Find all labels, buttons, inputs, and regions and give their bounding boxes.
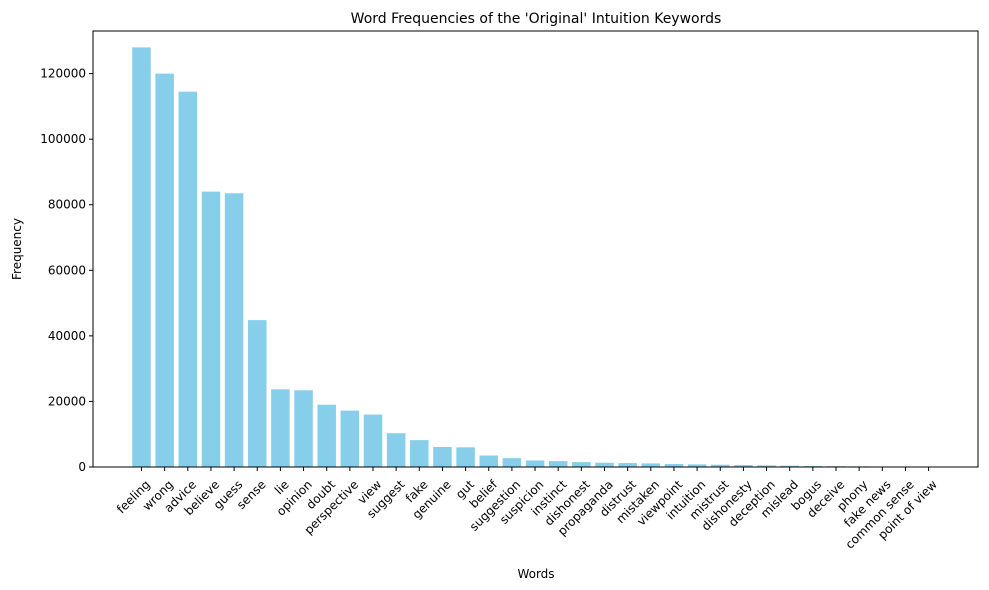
y-tick-label: 20000 — [48, 394, 86, 408]
bar-doubt — [317, 404, 336, 467]
bar-gut — [456, 447, 475, 467]
bar-view — [363, 414, 383, 467]
bar-advice — [178, 91, 198, 468]
bar-guess — [224, 193, 244, 467]
bar-mistaken — [641, 463, 661, 467]
bar-deception — [757, 465, 776, 467]
chart-title: Word Frequencies of the 'Original' Intui… — [351, 11, 722, 27]
bar-suspicion — [525, 460, 545, 467]
y-axis-label: Frequency — [10, 218, 24, 280]
bar-genuine — [433, 447, 452, 467]
bar-wrong — [155, 73, 174, 468]
bar-distrust — [618, 463, 637, 467]
bar-propaganda — [595, 462, 614, 467]
bar-fake — [410, 440, 429, 467]
y-tick-label: 80000 — [48, 198, 86, 212]
bar-mistrust — [710, 464, 730, 467]
bar-perspective — [340, 410, 360, 467]
bar-sense — [247, 320, 267, 467]
bar-dishonesty — [734, 465, 753, 467]
bar-viewpoint — [664, 464, 684, 467]
bars-group — [132, 47, 938, 468]
y-tick-label: 0 — [78, 460, 86, 474]
bar-belief — [479, 455, 499, 467]
x-axis-label: Words — [517, 567, 554, 581]
bar-intuition — [687, 464, 707, 467]
bar-feeling — [132, 47, 151, 467]
y-tick-label: 100000 — [40, 132, 86, 146]
bar-instinct — [548, 461, 568, 467]
bar-dishonest — [572, 462, 591, 467]
bar-suggestion — [502, 458, 522, 467]
bar-opinion — [294, 390, 313, 467]
plot-frame — [92, 30, 979, 468]
y-tick-label: 40000 — [48, 329, 86, 343]
y-tick-label: 60000 — [48, 263, 86, 277]
bar-mislead — [780, 465, 799, 467]
y-tick-label: 120000 — [40, 67, 86, 81]
bar-believe — [201, 191, 221, 467]
y-axis: 0 20000 40000 60000 80000 100000 120000 — [40, 67, 93, 474]
bar-lie — [271, 389, 290, 467]
bar-suggest — [386, 433, 406, 467]
